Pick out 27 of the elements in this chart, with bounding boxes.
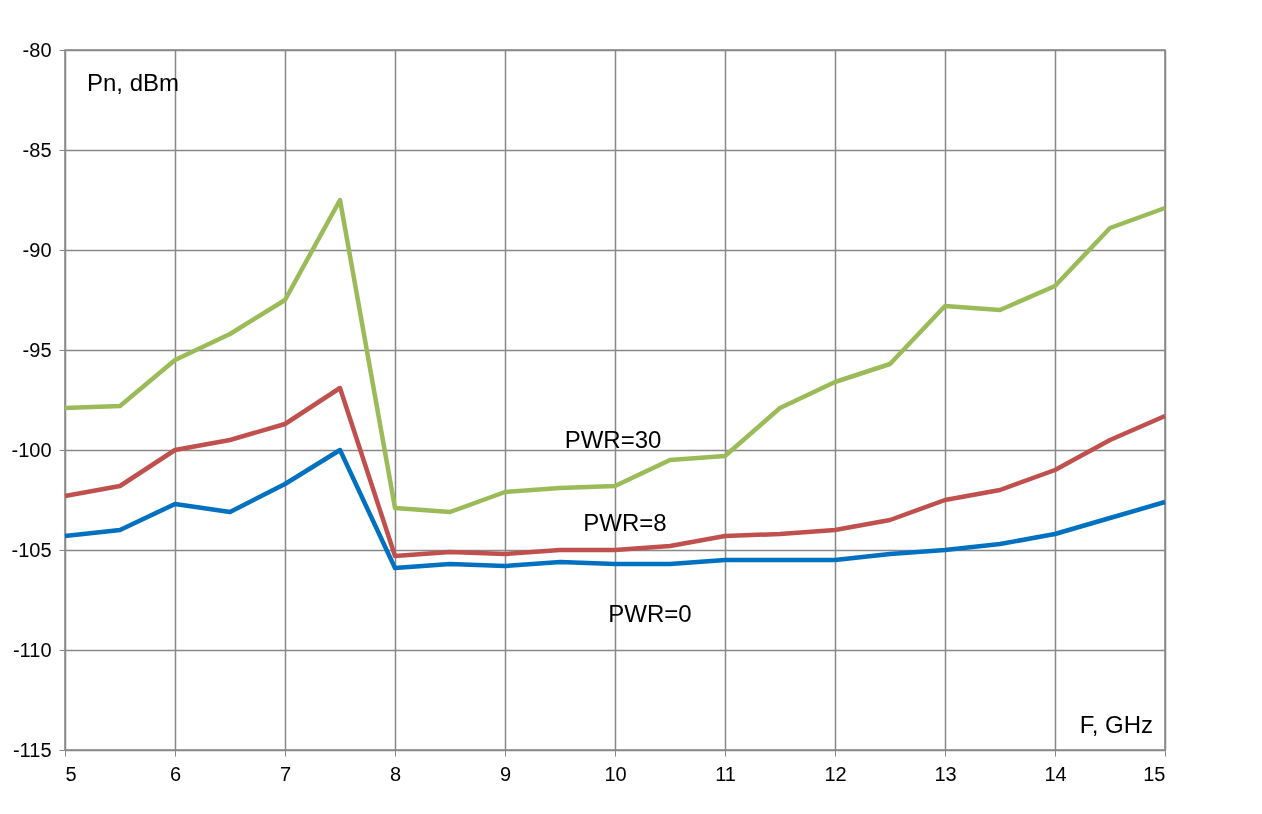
- x-tick-label: 8: [389, 762, 402, 785]
- x-tick-label: 13: [934, 762, 957, 785]
- x-tick-label: 11: [715, 762, 736, 785]
- x-tick-label: 6: [169, 762, 182, 785]
- x-tick-label: 15: [1143, 762, 1166, 785]
- x-tick-label: 5: [65, 762, 77, 785]
- series-label: PWR=0: [608, 600, 692, 627]
- x-tick-label: 12: [824, 762, 847, 785]
- x-tick-label: 9: [499, 762, 512, 785]
- x-tick-label: 14: [1044, 762, 1067, 785]
- series-label: PWR=30: [564, 426, 662, 453]
- y-tick-label: -100: [11, 438, 52, 461]
- series-label: PWR=8: [583, 509, 667, 536]
- x-tick-label: 7: [279, 762, 292, 785]
- y-tick-label: -85: [22, 138, 52, 161]
- y-tick-label: -95: [22, 338, 52, 361]
- line-series: [62, 197, 1168, 515]
- x-axis-title: F, GHz: [1079, 711, 1153, 738]
- y-tick-label: -115: [12, 738, 52, 761]
- y-tick-label: -90: [22, 238, 52, 261]
- x-tick-label: 10: [604, 762, 627, 785]
- y-tick-label: -105: [11, 538, 52, 561]
- line-series: [62, 385, 1168, 559]
- y-axis-title: Pn, dBm: [87, 69, 180, 96]
- y-tick-label: -80: [22, 38, 52, 61]
- y-tick-label: -110: [12, 638, 52, 661]
- line-series: [62, 447, 1168, 571]
